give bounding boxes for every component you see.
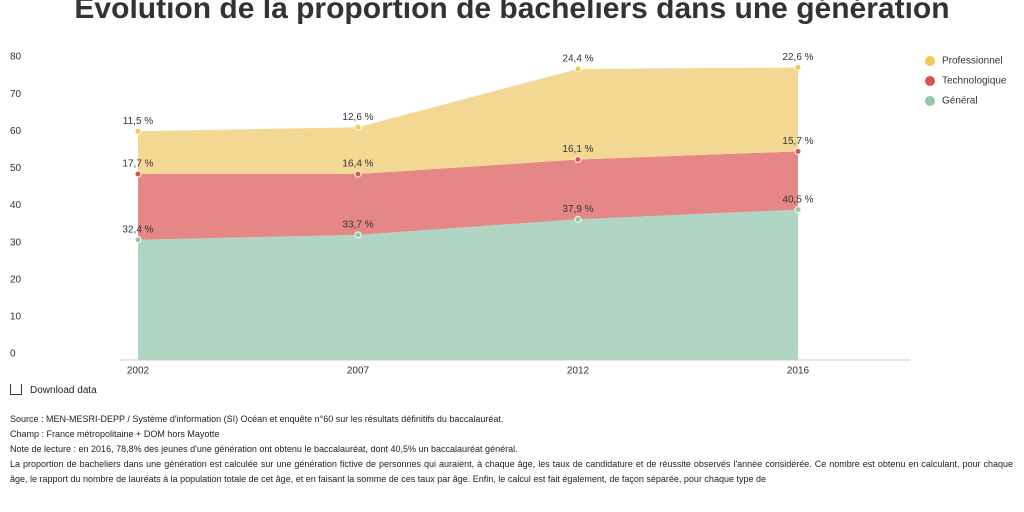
y-tick-label: 0 [10, 349, 16, 360]
point [574, 156, 582, 164]
y-tick-label: 70 [10, 89, 22, 100]
x-tick-label: 2007 [347, 366, 370, 377]
download-icon [10, 384, 22, 395]
value-label: 11,5 % [123, 116, 153, 127]
x-tick-label: 2016 [787, 366, 810, 377]
y-tick-label: 30 [10, 237, 22, 248]
legend-label: Technologique [942, 76, 1007, 87]
point [794, 63, 802, 71]
legend-marker [925, 96, 935, 106]
point [134, 236, 142, 244]
y-tick-label: 60 [10, 126, 22, 137]
download-label[interactable]: Download data [30, 385, 97, 396]
area [138, 209, 798, 360]
y-tick-label: 10 [10, 312, 22, 323]
y-tick-label: 40 [10, 200, 22, 211]
download[interactable]: Download data [10, 384, 97, 396]
point [134, 127, 142, 135]
point [354, 170, 362, 178]
note: Source : MEN-MESRI-DEPP / Système d'info… [10, 414, 504, 424]
legend-label: Professionnel [942, 56, 1003, 67]
point [794, 147, 802, 155]
point [574, 65, 582, 73]
chart: Évolution de la proportion de bacheliers… [10, 0, 1007, 377]
note: Note de lecture : en 2016, 78,8% des jeu… [10, 444, 518, 454]
legend-label: Général [942, 96, 978, 107]
point [134, 170, 142, 178]
point [794, 206, 802, 214]
value-label: 24,4 % [562, 54, 593, 65]
value-label: 33,7 % [342, 220, 373, 231]
legend-marker [925, 76, 935, 86]
x-tick-label: 2002 [127, 366, 150, 377]
value-label: 22,6 % [782, 52, 813, 63]
y-tick-label: 80 [10, 52, 22, 63]
area [138, 67, 798, 175]
legend-marker [925, 56, 935, 66]
value-label: 37,9 % [562, 204, 593, 215]
x-tick-label: 2012 [567, 366, 590, 377]
point [574, 215, 582, 223]
y-tick-label: 20 [10, 274, 22, 285]
value-label: 40,5 % [782, 194, 813, 205]
value-label: 32,4 % [122, 224, 153, 235]
value-label: 12,6 % [342, 112, 373, 123]
point [354, 231, 362, 239]
value-label: 16,1 % [562, 144, 593, 155]
note: La proportion de bacheliers dans une gén… [10, 459, 1013, 484]
notes: Source : MEN-MESRI-DEPP / Système d'info… [10, 412, 1013, 487]
y-tick-label: 50 [10, 163, 22, 174]
value-label: 15,7 % [782, 136, 813, 147]
area [138, 151, 798, 240]
note: Champ : France métropolitaine + DOM hors… [10, 429, 220, 439]
value-label: 17,7 % [122, 159, 153, 170]
value-label: 16,4 % [342, 159, 373, 170]
point [354, 123, 362, 131]
chart-title: Évolution de la proportion de bacheliers… [74, 0, 949, 25]
